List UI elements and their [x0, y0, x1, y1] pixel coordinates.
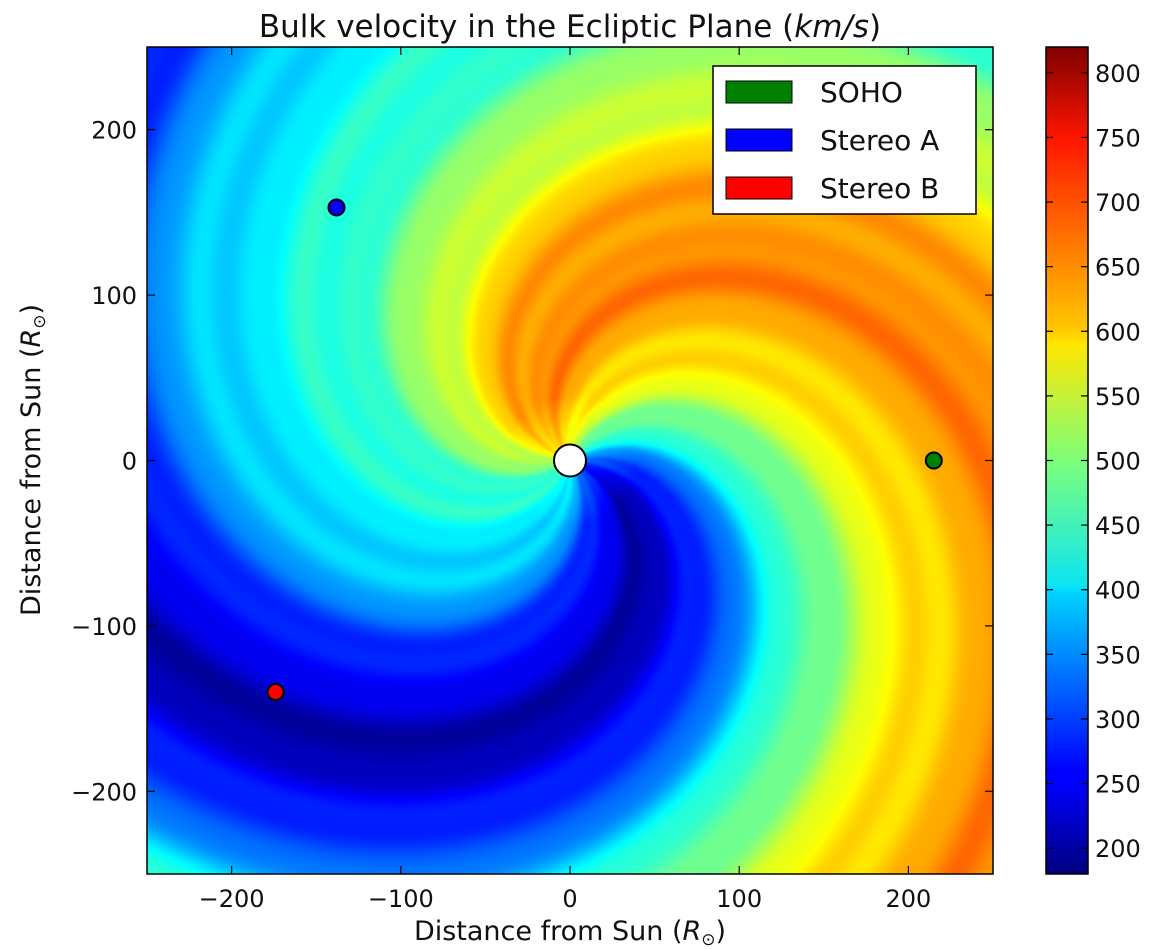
legend-swatch-stereo-a	[725, 128, 793, 152]
legend-swatch-stereo-b	[725, 176, 793, 200]
colorbar-tick-label: 800	[1095, 60, 1141, 88]
colorbar-tick-label: 550	[1095, 383, 1141, 411]
y-tick-label: 0	[122, 448, 137, 476]
colorbar-tick-label: 400	[1095, 577, 1141, 605]
stereo-a-marker	[327, 198, 346, 217]
colorbar-tick-label: 250	[1095, 771, 1141, 799]
legend-label-soho: SOHO	[820, 76, 903, 109]
x-tick-label: 0	[562, 885, 577, 913]
colorbar-tick-label: 600	[1095, 318, 1141, 346]
legend-label-stereo-b: Stereo B	[820, 172, 939, 205]
x-tick-label: −100	[368, 885, 434, 913]
y-tick-label: −200	[71, 778, 137, 806]
x-tick-label: 200	[885, 885, 931, 913]
x-axis-label: Distance from Sun (R⊙)	[414, 916, 726, 949]
x-tick-label: −200	[199, 885, 265, 913]
colorbar-tick-label: 750	[1095, 124, 1141, 152]
chart-title: Bulk velocity in the Ecliptic Plane (km/…	[259, 9, 881, 45]
y-axis-label: Distance from Sun (R⊙)	[16, 304, 50, 616]
colorbar-tick-label: 500	[1095, 448, 1141, 476]
markers	[266, 198, 943, 702]
y-tick-label: 200	[91, 117, 137, 145]
sun-marker	[553, 443, 587, 478]
colorbar-tick-label: 650	[1095, 254, 1141, 282]
stereo-b-marker	[266, 683, 285, 702]
axis-ticks: −200 −100 0 100 200 −200 −100 0 100 200	[71, 47, 993, 913]
colorbar-tick-label: 700	[1095, 189, 1141, 217]
y-tick-label: 100	[91, 282, 137, 310]
y-tick-label: −100	[71, 613, 137, 641]
legend-swatch-soho	[725, 80, 793, 104]
legend: SOHO Stereo A Stereo B	[712, 65, 977, 215]
colorbar-tick-label: 200	[1095, 835, 1141, 863]
soho-marker	[924, 451, 943, 470]
colorbar-tick-label: 350	[1095, 641, 1141, 669]
colorbar: 200 250 300 350 400 450 500 550 600 650 700 750 800	[1045, 46, 1141, 875]
colorbar-tick-label: 450	[1095, 512, 1141, 540]
x-tick-label: 100	[716, 885, 762, 913]
legend-label-stereo-a: Stereo A	[820, 124, 939, 157]
colorbar-tick-label: 300	[1095, 706, 1141, 734]
